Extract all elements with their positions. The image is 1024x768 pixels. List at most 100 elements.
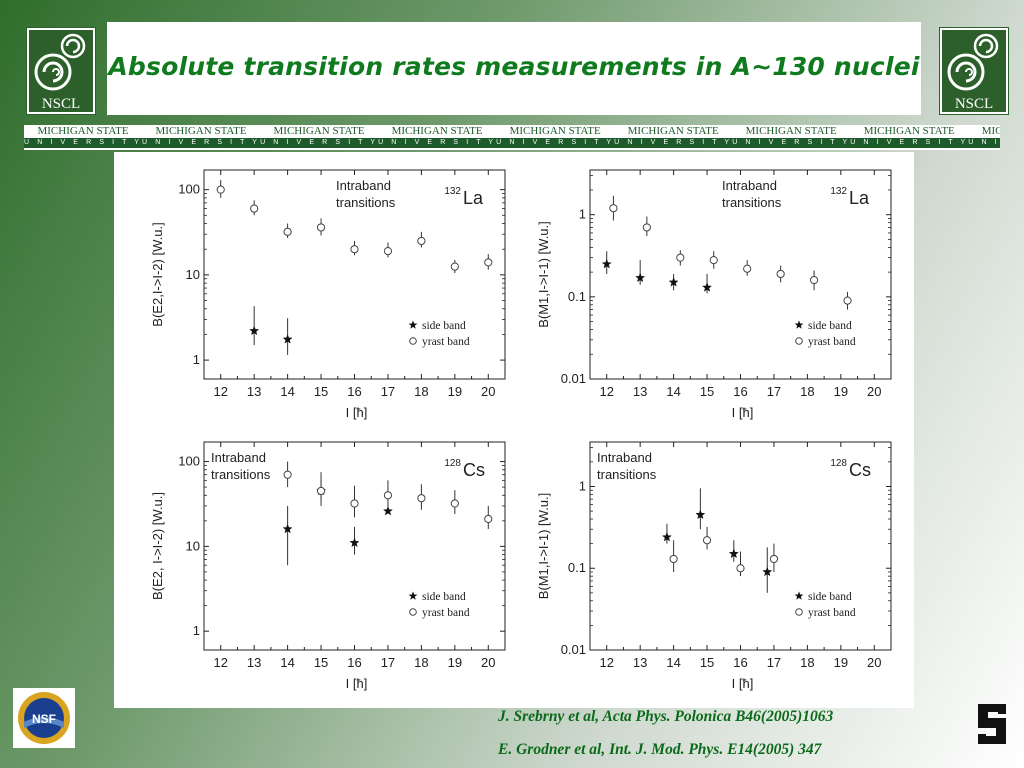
nucleus-mass: 128: [830, 458, 847, 469]
data-point-circle: [383, 247, 393, 256]
figure-panel: 12 13 14 15 16 17 18 19 20 1 10 100 B(E2,I->I-2) [W.…: [114, 152, 914, 708]
chart-figure: 12 13 14 15 16 17 18 19 20 1 10 100 B(E2,I->I-2) [W.…: [150, 169, 892, 691]
annotation-line: Intraband: [722, 178, 777, 193]
data-point-star: [382, 505, 393, 516]
x-tick-label: 20: [481, 384, 495, 399]
msu-banner-top-text: MICHIGAN STATE: [37, 125, 129, 137]
data-point-circle: [316, 223, 326, 232]
x-tick-label: 16: [347, 655, 361, 670]
msu-banner-top-text: MICHIGAN STATE: [509, 125, 601, 137]
x-tick-label: 18: [414, 384, 428, 399]
y-tick-label: 1: [193, 352, 200, 367]
nscl-logo-right: NSCL: [939, 27, 1009, 115]
msu-banner-bottom-text: U N I V E R S I T Y: [496, 138, 615, 148]
slide-title: Absolute transition rates measurements i…: [108, 52, 920, 81]
msu-banner-bottom-text: U N I V E R S I T Y: [614, 138, 733, 148]
msu-banner-top-text: MICHIGAN STATE: [155, 125, 247, 137]
data-point-star: [702, 282, 713, 292]
y-tick-label: 1: [193, 623, 200, 638]
x-tick-label: 17: [381, 655, 395, 670]
x-tick-label: 17: [767, 384, 781, 399]
chart-panel-top-left: 12 13 14 15 16 17 18 19 20 1 10 100 B(E2,I->I-2) [W.…: [150, 169, 506, 420]
data-point-star: [282, 334, 293, 344]
y-axis-label: B(E2, I->I-2) [W.u.]: [150, 492, 165, 600]
msu-s-logo-icon: [972, 700, 1012, 748]
legend-entry: yrast band: [422, 336, 470, 348]
chart-panel-top-right: 12 13 14 15 16 17 18 19 20 0.01 0.1 1 B(M1,I->I-1) […: [536, 169, 892, 420]
title-box: Absolute transition rates measurements i…: [107, 22, 921, 115]
x-tick-label: 17: [767, 655, 781, 670]
legend-marker-star: [794, 591, 804, 600]
data-point-circle: [609, 204, 618, 213]
references: J. Srebrny et al, Acta Phys. Polonica B4…: [498, 700, 938, 766]
msu-banner-top-text: MICHIGAN STATE: [627, 125, 719, 137]
data-point-circle: [316, 486, 326, 496]
michigan-state-banner: MICHIGAN STATE U N I V E R S I T Y MICHIGA…: [24, 125, 1000, 150]
x-tick-label: 14: [666, 655, 680, 670]
x-tick-label: 18: [800, 384, 814, 399]
data-point-star: [282, 523, 293, 534]
msu-banner-bottom-text: U N I V E R S I T Y: [378, 138, 497, 148]
x-axis-label: I [ħ]: [732, 676, 754, 691]
x-tick-label: 13: [633, 384, 647, 399]
msu-banner-bottom-text: U N I V E R S I T Y: [142, 138, 261, 148]
nucleus-symbol: Cs: [849, 460, 871, 480]
x-tick-label: 16: [347, 384, 361, 399]
y-axis-label: B(M1,I->I-1) [W.u.]: [536, 493, 551, 600]
data-point-circle: [216, 185, 225, 194]
x-tick-label: 14: [280, 384, 294, 399]
x-tick-label: 13: [633, 655, 647, 670]
data-point-circle: [350, 245, 359, 254]
x-tick-label: 16: [733, 655, 747, 670]
legend-marker-star: [408, 320, 418, 329]
y-tick-label: 1: [579, 207, 586, 222]
legend-marker-circle: [795, 337, 803, 345]
data-point-circle: [776, 269, 785, 279]
data-point-circle: [702, 536, 712, 545]
data-point-circle: [250, 204, 259, 213]
data-point-star: [762, 566, 773, 577]
nucleus-mass: 132: [830, 186, 847, 197]
nscl-logo-text: NSCL: [42, 96, 80, 112]
y-tick-label: 100: [178, 182, 200, 197]
y-axis-label: B(M1,I->I-1) [W.u.]: [536, 221, 551, 328]
data-point-circle: [736, 564, 745, 573]
msu-banner-bottom-text: U N I V E R S I T Y: [260, 138, 379, 148]
legend-marker-star: [408, 591, 418, 600]
x-tick-label: 15: [700, 655, 714, 670]
nscl-logo-text: NSCL: [955, 96, 993, 112]
legend-marker-star: [794, 320, 804, 329]
nucleus-mass: 128: [444, 458, 461, 469]
x-tick-label: 16: [733, 384, 747, 399]
x-tick-label: 13: [247, 384, 261, 399]
legend-entry: side band: [808, 320, 852, 332]
data-point-circle: [283, 470, 292, 479]
data-point-star: [601, 258, 612, 269]
data-point-circle: [809, 275, 819, 285]
y-tick-label: 0.01: [561, 371, 586, 386]
data-point-circle: [484, 514, 493, 524]
msu-banner-top-text: MICHIGAN STATE: [273, 125, 365, 137]
x-tick-label: 18: [800, 655, 814, 670]
msu-banner-bottom-text: U N I V E R S I T Y: [968, 138, 1000, 148]
nucleus-mass: 132: [444, 186, 461, 197]
data-point-circle: [769, 554, 779, 564]
reference-1: J. Srebrny et al, Acta Phys. Polonica B4…: [498, 708, 834, 725]
data-point-circle: [350, 499, 359, 508]
y-tick-label: 0.1: [568, 289, 586, 304]
nscl-logo-left: NSCL: [26, 27, 96, 115]
x-tick-label: 13: [247, 655, 261, 670]
x-tick-label: 15: [700, 384, 714, 399]
data-point-circle: [709, 256, 718, 265]
data-point-circle: [383, 491, 393, 500]
x-tick-label: 15: [314, 655, 328, 670]
data-point-circle: [676, 253, 685, 262]
data-point-circle: [450, 262, 459, 271]
x-axis-label: I [ħ]: [346, 405, 368, 420]
nucleus-symbol: La: [463, 188, 484, 208]
x-axis-label: I [ħ]: [732, 405, 754, 420]
